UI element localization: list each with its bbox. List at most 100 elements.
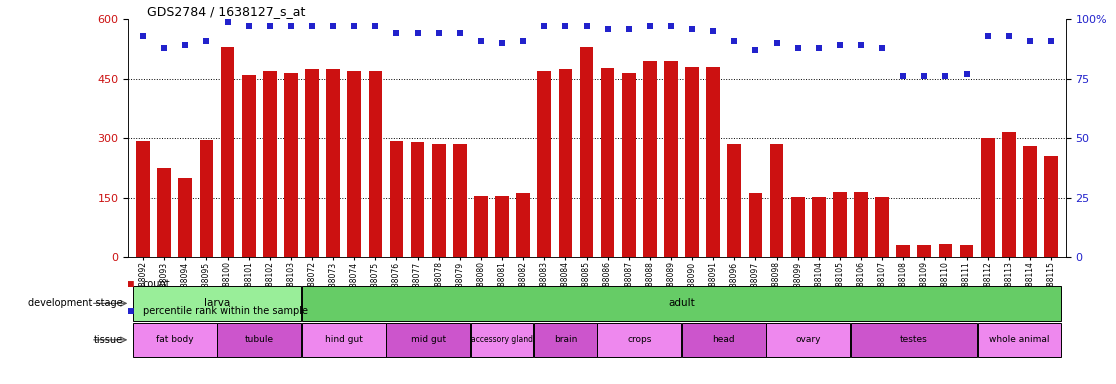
Point — [240, 23, 258, 30]
Text: mid gut: mid gut — [411, 335, 445, 344]
Point — [430, 30, 448, 36]
Point — [472, 38, 490, 44]
Text: larva: larva — [204, 298, 230, 308]
Bar — [811, 197, 826, 257]
Bar — [749, 193, 762, 257]
Text: crops: crops — [627, 335, 652, 344]
Bar — [453, 144, 466, 257]
Point — [176, 42, 194, 48]
Point — [915, 73, 933, 79]
Bar — [157, 168, 171, 257]
Text: GDS2784 / 1638127_s_at: GDS2784 / 1638127_s_at — [147, 5, 306, 18]
Bar — [242, 75, 256, 257]
Bar — [960, 245, 973, 257]
Bar — [179, 178, 192, 257]
Bar — [136, 141, 150, 257]
Bar — [896, 245, 910, 257]
Bar — [302, 286, 1061, 321]
Point — [198, 38, 215, 44]
Point — [662, 23, 680, 30]
Point — [1021, 38, 1039, 44]
Bar — [368, 71, 382, 257]
Bar — [978, 323, 1061, 357]
Point — [1042, 38, 1060, 44]
Bar — [791, 197, 805, 257]
Point — [134, 33, 152, 39]
Point — [325, 23, 343, 30]
Point — [747, 47, 764, 53]
Point — [641, 23, 658, 30]
Text: brain: brain — [554, 335, 577, 344]
Point — [366, 23, 384, 30]
Bar — [432, 144, 445, 257]
Point — [873, 45, 891, 51]
Bar — [579, 47, 594, 257]
Bar — [600, 68, 615, 257]
Text: whole animal: whole animal — [989, 335, 1049, 344]
Bar — [706, 67, 720, 257]
Point — [725, 38, 743, 44]
Bar — [386, 323, 470, 357]
Bar — [643, 61, 656, 257]
Point — [261, 23, 279, 30]
Bar — [411, 142, 424, 257]
Point — [704, 28, 722, 34]
Point — [451, 30, 469, 36]
Bar — [770, 144, 783, 257]
Bar — [471, 323, 533, 357]
Bar — [622, 73, 636, 257]
Bar — [285, 73, 298, 257]
Bar — [263, 71, 277, 257]
Bar — [597, 323, 681, 357]
Bar — [389, 141, 403, 257]
Point — [683, 26, 701, 32]
Text: head: head — [712, 335, 735, 344]
Point — [789, 45, 807, 51]
Bar — [728, 144, 741, 257]
Bar — [496, 196, 509, 257]
Bar — [682, 323, 766, 357]
Text: ■: ■ — [128, 306, 141, 316]
Bar — [221, 47, 234, 257]
Bar — [302, 323, 385, 357]
Point — [304, 23, 321, 30]
Bar — [664, 61, 677, 257]
Point — [155, 45, 173, 51]
Text: tissue: tissue — [94, 335, 123, 345]
Text: adult: adult — [668, 298, 695, 308]
Bar — [1002, 132, 1016, 257]
Point — [387, 30, 405, 36]
Point — [979, 33, 997, 39]
Point — [557, 23, 575, 30]
Point — [852, 42, 869, 48]
Point — [219, 18, 237, 25]
Bar — [1023, 146, 1037, 257]
Point — [408, 30, 426, 36]
Text: percentile rank within the sample: percentile rank within the sample — [143, 306, 308, 316]
Bar — [347, 71, 362, 257]
Point — [578, 23, 596, 30]
Bar — [200, 140, 213, 257]
Point — [598, 26, 616, 32]
Text: accessory gland: accessory gland — [471, 335, 533, 344]
Text: ■: ■ — [128, 279, 141, 289]
Bar — [535, 323, 597, 357]
Point — [619, 26, 637, 32]
Bar — [326, 69, 340, 257]
Point — [493, 40, 511, 46]
Point — [1000, 33, 1018, 39]
Bar — [850, 323, 976, 357]
Point — [345, 23, 363, 30]
Bar — [305, 69, 319, 257]
Bar — [1045, 156, 1058, 257]
Bar — [981, 138, 994, 257]
Bar — [133, 286, 301, 321]
Bar — [685, 67, 699, 257]
Bar — [854, 192, 868, 257]
Bar — [558, 69, 573, 257]
Bar — [875, 197, 889, 257]
Bar — [133, 323, 217, 357]
Point — [536, 23, 554, 30]
Point — [514, 38, 532, 44]
Text: testes: testes — [899, 335, 927, 344]
